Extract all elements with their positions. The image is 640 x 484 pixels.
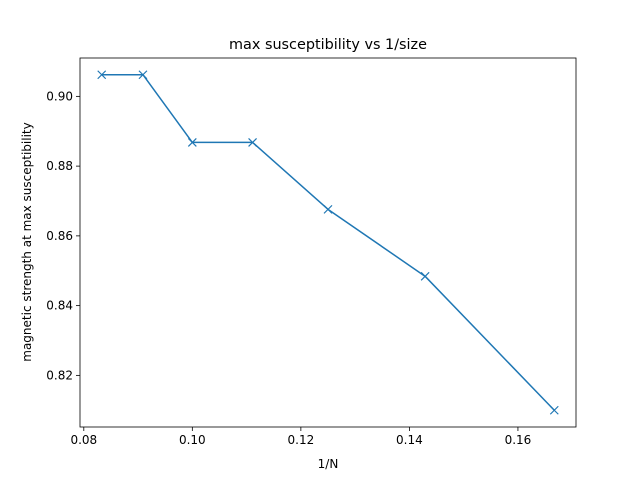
axes-layer: 0.08 0.10 0.12 0.14 0.16 0.82 0.84 0.86 0.88 0.90 bbox=[46, 57, 577, 447]
data-point-marker bbox=[97, 70, 107, 80]
data-point-marker bbox=[138, 70, 148, 80]
x-tick-label: 0.16 bbox=[505, 433, 532, 447]
data-point-marker bbox=[420, 271, 430, 281]
y-tick-label: 0.82 bbox=[46, 368, 73, 382]
data-point-marker bbox=[248, 137, 257, 147]
y-tick-label: 0.90 bbox=[46, 89, 73, 103]
chart-title: max susceptibility vs 1/size bbox=[229, 37, 427, 53]
y-axis-label: magnetic strength at max susceptibility bbox=[20, 122, 34, 361]
x-tick-label: 0.12 bbox=[288, 433, 315, 447]
x-tick-label: 0.10 bbox=[179, 433, 206, 447]
x-tick-label: 0.14 bbox=[396, 433, 423, 447]
plot-layer bbox=[97, 70, 559, 415]
y-tick-label: 0.84 bbox=[46, 299, 73, 313]
x-axis-label: 1/N bbox=[318, 457, 339, 471]
y-tick-label: 0.86 bbox=[46, 229, 73, 243]
axes-frame bbox=[79, 57, 577, 428]
data-point-marker bbox=[323, 204, 333, 214]
y-tick-label: 0.88 bbox=[46, 159, 73, 173]
data-point-marker bbox=[187, 137, 197, 147]
data-point-marker bbox=[549, 405, 559, 415]
x-tick-label: 0.08 bbox=[70, 433, 97, 447]
